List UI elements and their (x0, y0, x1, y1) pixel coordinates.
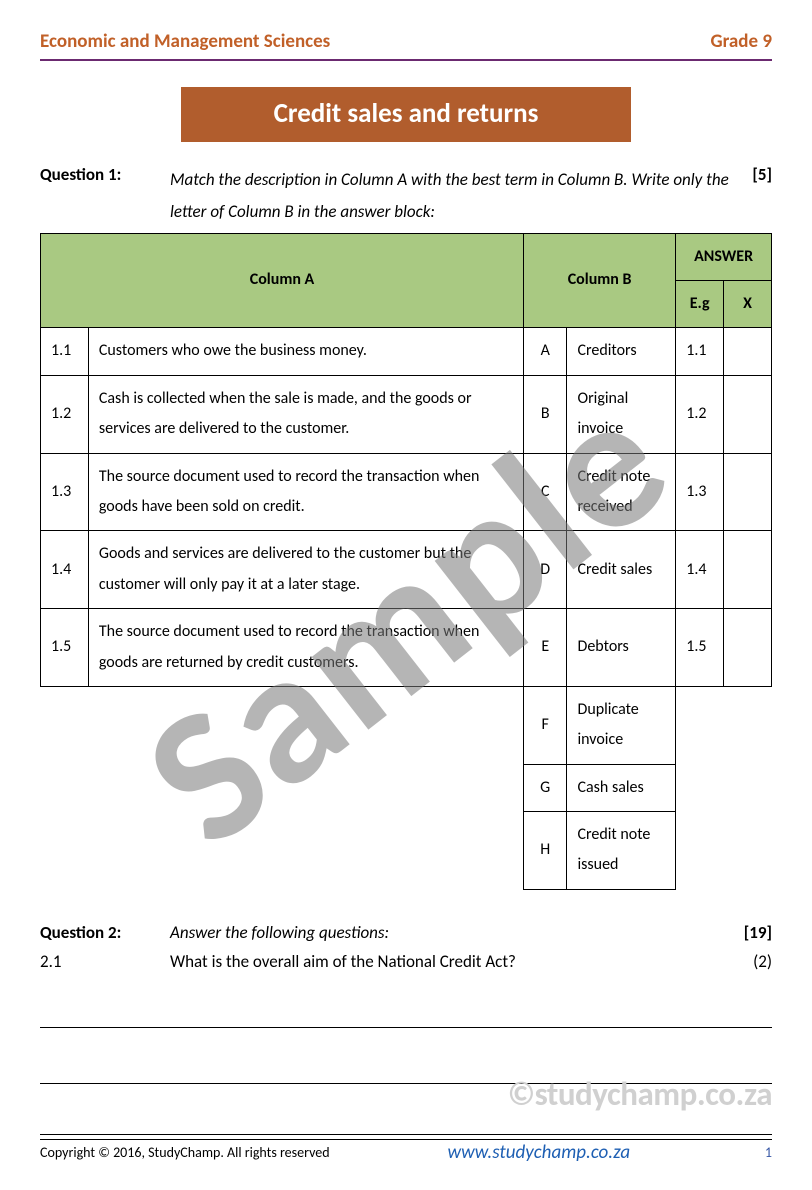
th-eg-val: X (724, 280, 772, 327)
th-column-a: Column A (41, 233, 524, 328)
row-letter: C (523, 453, 567, 531)
row-num: 1.5 (41, 609, 89, 687)
row-term: Cash sales (567, 764, 676, 811)
row-letter: D (523, 531, 567, 609)
footer-copyright: Copyright © 2016, StudyChamp. All rights… (40, 1144, 330, 1161)
question2-sub: 2.1 What is the overall aim of the Natio… (40, 951, 772, 972)
row-ans-a: 1.5 (676, 609, 724, 687)
row-term: Credit note issued (567, 812, 676, 890)
question1-marks: [5] (732, 164, 772, 229)
question2-block: Question 2: Answer the following questio… (40, 922, 772, 943)
row-desc: Cash is collected when the sale is made,… (88, 375, 523, 453)
row-desc: The source document used to record the t… (88, 609, 523, 687)
question2-instruction: Answer the following questions: (170, 922, 732, 943)
page-header: Economic and Management Sciences Grade 9 (40, 30, 772, 53)
row-term: Debtors (567, 609, 676, 687)
question1-block: Question 1: Match the description in Col… (40, 164, 772, 229)
header-rule (40, 59, 772, 61)
row-term: Credit note received (567, 453, 676, 531)
footer-page: 1 (748, 1144, 772, 1161)
table-row: 1.1 Customers who owe the business money… (41, 328, 772, 375)
watermark-url: ©studychamp.co.za (508, 1074, 772, 1114)
row-desc: Goods and services are delivered to the … (88, 531, 523, 609)
q21-pts: (2) (732, 951, 772, 972)
row-term: Duplicate invoice (567, 686, 676, 764)
q21-text: What is the overall aim of the National … (170, 951, 732, 972)
row-num: 1.1 (41, 328, 89, 375)
table-row: 1.4 Goods and services are delivered to … (41, 531, 772, 609)
worksheet-title: Credit sales and returns (181, 87, 631, 142)
row-letter: G (523, 764, 567, 811)
th-column-b: Column B (523, 233, 675, 328)
row-term: Credit sales (567, 531, 676, 609)
row-num: 1.3 (41, 453, 89, 531)
row-letter: F (523, 686, 567, 764)
row-term: Creditors (567, 328, 676, 375)
table-row: F Duplicate invoice (41, 686, 772, 764)
row-num: 1.2 (41, 375, 89, 453)
table-row: 1.2 Cash is collected when the sale is m… (41, 375, 772, 453)
table-row: 1.5 The source document used to record t… (41, 609, 772, 687)
table-row: H Credit note issued (41, 812, 772, 890)
table-row: G Cash sales (41, 764, 772, 811)
row-num: 1.4 (41, 531, 89, 609)
row-ans-a: 1.3 (676, 453, 724, 531)
footer-url: www.studychamp.co.za (447, 1141, 630, 1164)
row-term: Original invoice (567, 375, 676, 453)
row-ans-b[interactable] (724, 453, 772, 531)
answer-line[interactable] (40, 978, 772, 1028)
subject-title: Economic and Management Sciences (40, 30, 330, 53)
th-eg: E.g (676, 280, 724, 327)
page-footer: Copyright © 2016, StudyChamp. All rights… (40, 1134, 772, 1164)
row-desc: Customers who owe the business money. (88, 328, 523, 375)
grade-label: Grade 9 (710, 30, 772, 53)
row-letter: A (523, 328, 567, 375)
th-answer: ANSWER (676, 233, 772, 280)
table-row: 1.3 The source document used to record t… (41, 453, 772, 531)
row-letter: B (523, 375, 567, 453)
row-letter: E (523, 609, 567, 687)
row-ans-b[interactable] (724, 609, 772, 687)
row-ans-a: 1.1 (676, 328, 724, 375)
matching-table: Column A Column B ANSWER E.g X 1.1 Custo… (40, 233, 772, 890)
question1-instruction: Match the description in Column A with t… (170, 164, 732, 229)
q21-num: 2.1 (40, 951, 170, 972)
row-desc: The source document used to record the t… (88, 453, 523, 531)
row-ans-a: 1.2 (676, 375, 724, 453)
row-ans-b[interactable] (724, 328, 772, 375)
row-letter: H (523, 812, 567, 890)
question2-marks: [19] (732, 922, 772, 943)
row-ans-b[interactable] (724, 531, 772, 609)
row-ans-a: 1.4 (676, 531, 724, 609)
question1-label: Question 1: (40, 164, 170, 229)
row-ans-b[interactable] (724, 375, 772, 453)
question2-label: Question 2: (40, 922, 170, 943)
